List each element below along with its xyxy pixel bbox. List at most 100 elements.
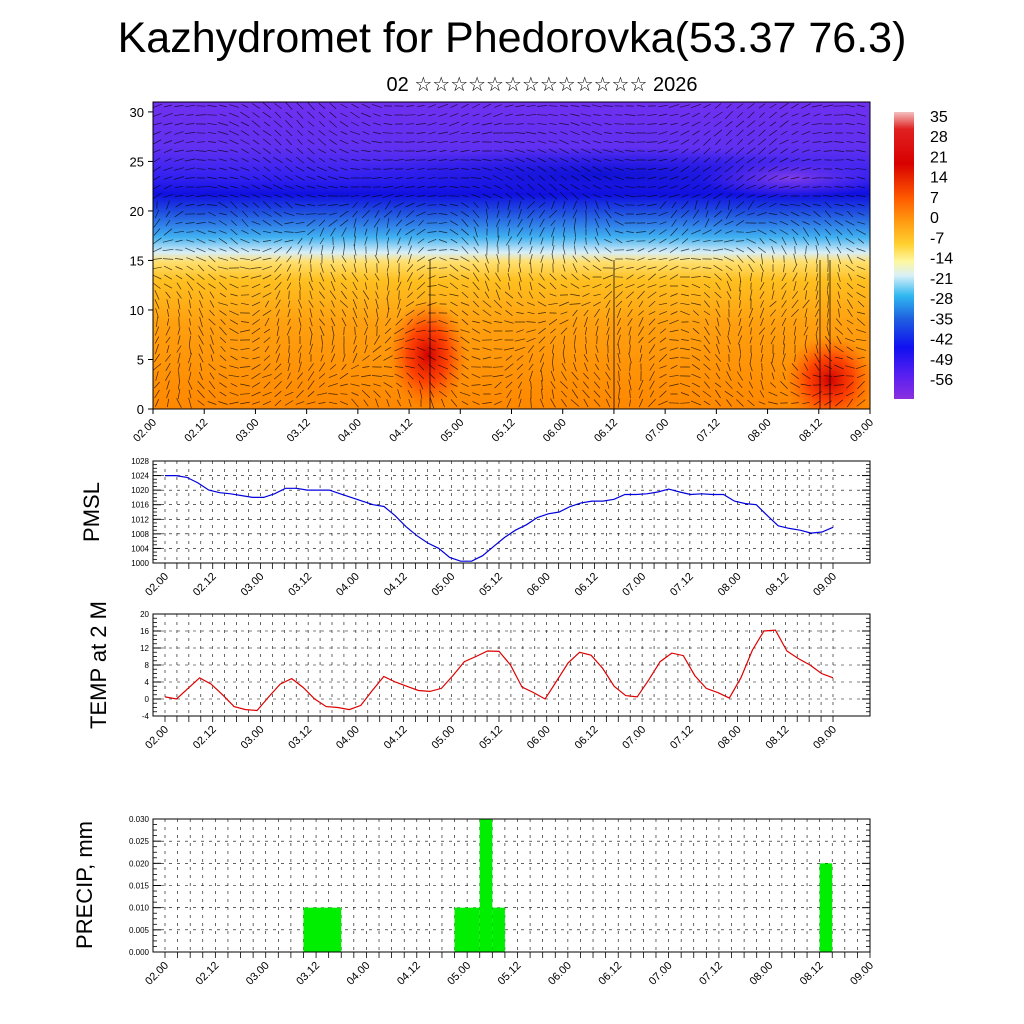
colorbar-bar (894, 112, 914, 399)
x-tick-label: 07.00 (643, 417, 671, 445)
x-tick-label: 05.12 (490, 417, 518, 445)
x-tick-label: 05.00 (438, 417, 466, 445)
x-tick-label: 03.00 (239, 571, 267, 599)
y-tick-label: 1024 (131, 472, 149, 481)
y-tick-label: -4 (142, 712, 150, 721)
x-tick-label: 09.00 (848, 417, 876, 445)
precip-bar (492, 907, 505, 952)
x-tick-label: 04.12 (382, 571, 410, 599)
colorbar-label: -28 (930, 291, 953, 308)
warm-core-1 (388, 300, 468, 409)
x-tick-label: 08.12 (763, 724, 791, 752)
x-tick-label: 06.12 (573, 571, 601, 599)
colorbar-label: 21 (930, 149, 948, 166)
colorbar-label: 0 (930, 210, 939, 227)
x-tick-label: 03.12 (285, 417, 313, 445)
x-tick-label: 07.12 (668, 724, 696, 752)
y-tick-label: 0.020 (129, 859, 150, 868)
y-tick-label: 10 (130, 303, 144, 318)
x-tick-label: 09.00 (811, 724, 839, 752)
x-tick-label: 08.00 (716, 724, 744, 752)
x-tick-label: 08.12 (797, 417, 825, 445)
precip-grid (153, 818, 871, 953)
wind-vector-field (153, 102, 867, 409)
x-tick-label: 02.12 (182, 417, 210, 445)
x-tick-label: 03.00 (239, 724, 267, 752)
page-subtitle: 02 ☆☆☆☆☆☆☆☆☆☆☆☆☆ 2026 (386, 74, 698, 96)
y-tick-label: 16 (140, 627, 149, 636)
x-tick-label: 03.12 (286, 571, 314, 599)
y-tick-label: 30 (130, 105, 144, 120)
x-tick-label: 02.00 (143, 571, 171, 599)
x-tick-label: 08.00 (746, 417, 774, 445)
x-tick-label: 08.12 (763, 571, 791, 599)
x-tick-label: 05.12 (496, 960, 524, 988)
pmsl-panel: 1000 1004 1008 1012 1016 1020 1024 1028 02.00 02.… (79, 457, 871, 599)
colorbar-label: -14 (930, 251, 953, 268)
y-tick-label: 0 (137, 402, 144, 417)
pmsl-series-line (165, 475, 834, 562)
precip-panel: 0.000 0.005 0.010 0.015 0.020 0.025 0.030 02.00… (72, 815, 876, 988)
y-tick-label: 0.010 (129, 904, 150, 913)
x-tick-label: 06.00 (541, 417, 569, 445)
x-tick-label: 04.00 (336, 417, 364, 445)
warm-core-2 (785, 335, 870, 409)
x-tick-label: 05.00 (429, 724, 457, 752)
x-tick-label: 05.00 (429, 571, 457, 599)
x-tick-label: 06.00 (525, 571, 553, 599)
y-tick-label: 0.015 (129, 882, 150, 891)
y-tick-label: 4 (145, 678, 150, 687)
x-tick-label: 06.12 (596, 960, 624, 988)
precip-bar (454, 907, 480, 952)
colorbar-labels: 35 28 21 14 7 0 -7 -14 -21 -28 -35 -42 -49 -56 (930, 109, 953, 389)
x-tick-label: 05.12 (477, 571, 505, 599)
y-tick-label: 0.025 (129, 837, 150, 846)
x-tick-label: 09.00 (811, 571, 839, 599)
precip-bar (819, 863, 833, 952)
x-tick-label: 04.00 (345, 960, 373, 988)
y-tick-label: 12 (140, 644, 149, 653)
y-tick-label: 25 (130, 154, 144, 169)
y-tick-label: 1004 (131, 544, 149, 553)
precip-bars (303, 819, 833, 952)
y-tick-label: 0.005 (129, 926, 150, 935)
y-tick-label: 1016 (131, 501, 149, 510)
x-tick-label: 02.00 (143, 960, 171, 988)
y-tick-label: 5 (137, 352, 144, 367)
x-tick-label: 08.12 (798, 960, 826, 988)
x-tick-label: 02.12 (194, 960, 222, 988)
wind-vectors (153, 102, 867, 409)
x-tick-label: 05.00 (445, 960, 473, 988)
x-tick-label: 07.00 (620, 724, 648, 752)
pmsl-grid (153, 460, 870, 564)
x-tick-label: 03.00 (234, 417, 262, 445)
x-tick-label: 04.12 (395, 960, 423, 988)
colorbar-label: -49 (930, 352, 953, 369)
y-tick-label: 0.030 (129, 815, 150, 824)
y-tick-label: 0.000 (129, 948, 150, 957)
x-tick-label: 03.12 (294, 960, 322, 988)
x-tick-label: 07.12 (697, 960, 725, 988)
x-tick-label: 04.00 (334, 571, 362, 599)
y-tick-label: 20 (130, 204, 144, 219)
x-tick-label: 02.12 (191, 724, 219, 752)
colorbar-label: 28 (930, 129, 948, 146)
x-tick-label: 03.00 (244, 960, 272, 988)
cross-section-y-axis: 0 5 10 15 20 25 30 (130, 105, 153, 417)
y-tick-label: 1028 (131, 457, 149, 466)
x-tick-label: 07.12 (695, 417, 723, 445)
pmsl-ylabel: PMSL (79, 482, 104, 542)
y-tick-label: 20 (140, 610, 149, 619)
colorbar-label: -21 (930, 271, 953, 288)
x-tick-label: 06.00 (546, 960, 574, 988)
y-tick-label: 1020 (131, 486, 149, 495)
x-tick-label: 09.00 (848, 960, 876, 988)
colorbar-label: -7 (930, 230, 944, 247)
x-tick-label: 07.12 (668, 571, 696, 599)
colorbar-label: 14 (930, 170, 948, 187)
colorbar-label: 35 (930, 109, 948, 126)
x-tick-label: 02.12 (191, 571, 219, 599)
cross-section-x-axis: 02.00 02.12 03.00 03.12 04.00 04.12 05.00 05.12… (131, 409, 876, 445)
y-tick-label: 1008 (131, 530, 149, 539)
cross-section-panel: 0 5 10 15 20 25 30 02.00 02.12 03.00 03.12 04.00 04… (130, 101, 876, 445)
